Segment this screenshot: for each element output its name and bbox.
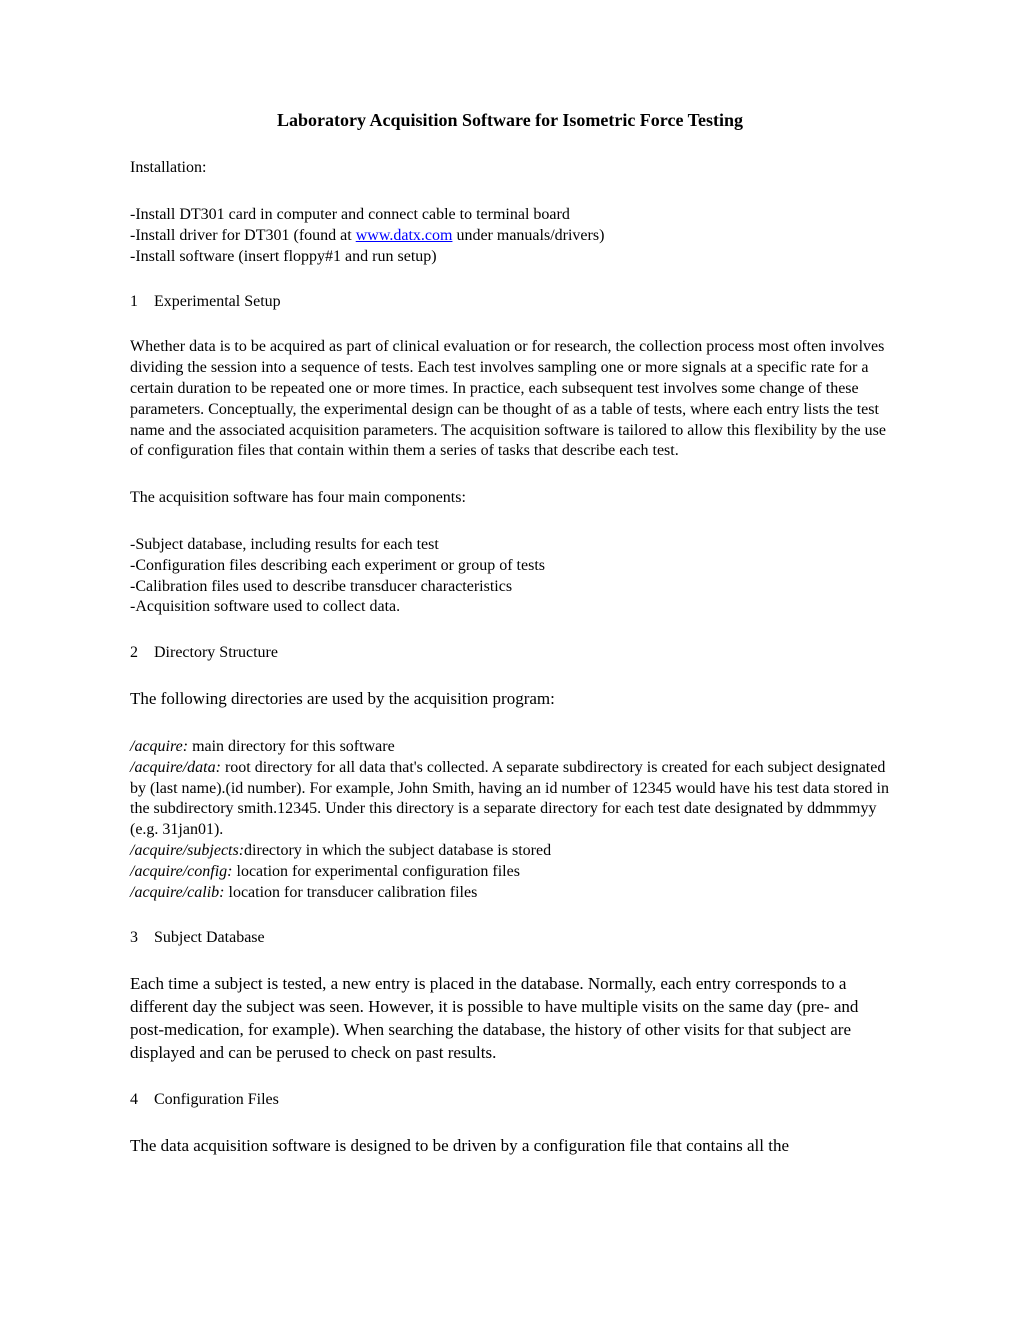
section-1-para-1: Whether data is to be acquired as part o…: [130, 337, 890, 462]
install-step-2: -Install driver for DT301 (found at www.…: [130, 226, 890, 247]
dir-calib-text: location for transducer calibration file…: [225, 884, 478, 901]
dir-subjects-text: directory in which the subject database …: [244, 842, 551, 859]
section-1-bullets: -Subject database, including results for…: [130, 535, 890, 618]
section-4-number: 4: [130, 1091, 138, 1109]
section-1-heading: 1 Experimental Setup: [130, 293, 890, 311]
installation-heading: Installation:: [130, 159, 890, 177]
dir-config-label: /acquire/config:: [130, 863, 233, 880]
bullet-acquisition: -Acquisition software used to collect da…: [130, 597, 890, 618]
dir-config: /acquire/config: location for experiment…: [130, 862, 890, 883]
dir-acquire-text: main directory for this software: [188, 738, 395, 755]
dir-subjects-label: /acquire/subjects:: [130, 842, 244, 859]
section-2-heading: 2 Directory Structure: [130, 644, 890, 662]
section-3-para: Each time a subject is tested, a new ent…: [130, 973, 890, 1065]
section-3-number: 3: [130, 929, 138, 947]
dir-data-text: root directory for all data that's colle…: [130, 759, 889, 838]
section-2-number: 2: [130, 644, 138, 662]
section-1-number: 1: [130, 293, 138, 311]
section-1-title: Experimental Setup: [154, 293, 281, 310]
section-2-intro: The following directories are used by th…: [130, 688, 890, 711]
dir-subjects: /acquire/subjects:directory in which the…: [130, 841, 890, 862]
bullet-subject-db: -Subject database, including results for…: [130, 535, 890, 556]
section-3-heading: 3 Subject Database: [130, 929, 890, 947]
bullet-calibration: -Calibration files used to describe tran…: [130, 577, 890, 598]
install-step-2-prefix: -Install driver for DT301 (found at: [130, 227, 356, 244]
dir-config-text: location for experimental configuration …: [233, 863, 520, 880]
section-2-title: Directory Structure: [154, 644, 278, 661]
dir-acquire-label: /acquire:: [130, 738, 188, 755]
install-step-3: -Install software (insert floppy#1 and r…: [130, 247, 890, 268]
dir-calib-label: /acquire/calib:: [130, 884, 225, 901]
page-title: Laboratory Acquisition Software for Isom…: [130, 110, 890, 131]
dir-calib: /acquire/calib: location for transducer …: [130, 883, 890, 904]
section-3-title: Subject Database: [154, 929, 265, 946]
install-step-1: -Install DT301 card in computer and conn…: [130, 205, 890, 226]
directory-list: /acquire: main directory for this softwa…: [130, 737, 890, 903]
dir-data: /acquire/data: root directory for all da…: [130, 758, 890, 841]
install-step-2-suffix: under manuals/drivers): [452, 227, 604, 244]
datx-link[interactable]: www.datx.com: [356, 227, 453, 244]
section-4-heading: 4 Configuration Files: [130, 1091, 890, 1109]
dir-acquire: /acquire: main directory for this softwa…: [130, 737, 890, 758]
dir-data-label: /acquire/data:: [130, 759, 221, 776]
section-4-para: The data acquisition software is designe…: [130, 1135, 890, 1158]
installation-steps: -Install DT301 card in computer and conn…: [130, 205, 890, 267]
section-4-title: Configuration Files: [154, 1091, 279, 1108]
section-1-para-2: The acquisition software has four main c…: [130, 488, 890, 509]
bullet-config-files: -Configuration files describing each exp…: [130, 556, 890, 577]
